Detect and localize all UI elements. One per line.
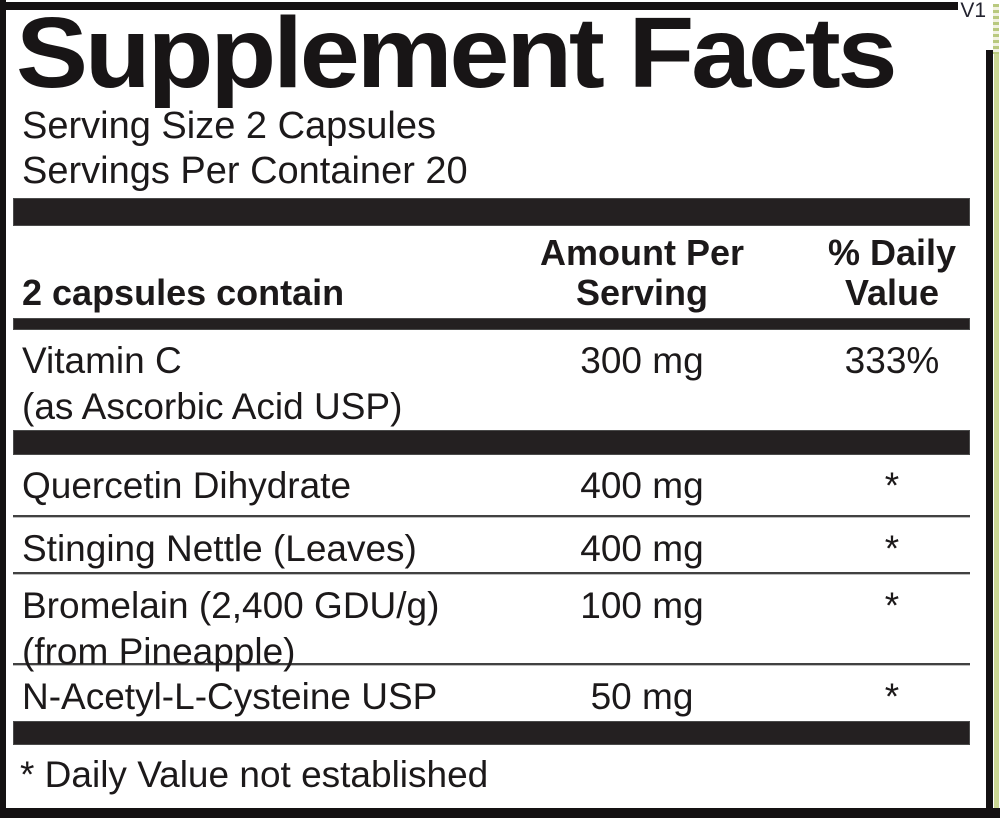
column-header-daily-value-line1: % Daily xyxy=(827,232,957,273)
panel-border-top xyxy=(6,2,958,10)
panel-title: Supplement Facts xyxy=(16,0,898,109)
ingredient-amount: 400 mg xyxy=(580,465,704,506)
table-row-vitamin-c: Vitamin C (as Ascorbic Acid USP) 300 mg … xyxy=(6,330,986,430)
column-header-daily-value: % Daily Value xyxy=(802,233,982,313)
ingredient-name: Stinging Nettle (Leaves) xyxy=(22,528,417,569)
ingredient-name-cell: Bromelain (2,400 GDU/g) (from Pineapple) xyxy=(22,583,482,675)
table-row-nac: N-Acetyl-L-Cysteine USP 50 mg * xyxy=(6,666,986,721)
ingredient-daily-value: * xyxy=(884,585,900,626)
column-header-amount-line2: Serving xyxy=(575,272,709,313)
column-header-amount-line1: Amount Per xyxy=(539,232,744,273)
ingredient-name: Bromelain (2,400 GDU/g) xyxy=(22,585,440,626)
column-header-ingredient: 2 capsules contain xyxy=(22,272,345,313)
row-divider xyxy=(13,515,970,518)
table-row-stinging-nettle: Stinging Nettle (Leaves) 400 mg * xyxy=(6,518,986,572)
ingredient-amount: 400 mg xyxy=(580,528,704,569)
row-divider xyxy=(13,663,970,666)
ingredient-name: N-Acetyl-L-Cysteine USP xyxy=(22,676,438,717)
section-bar-bottom xyxy=(13,721,970,745)
ingredient-name-detail: (from Pineapple) xyxy=(22,631,296,672)
ingredient-daily-value: * xyxy=(884,465,900,506)
ingredient-amount: 300 mg xyxy=(580,340,704,381)
scan-artifact-strip xyxy=(994,50,999,808)
section-bar-header-bottom xyxy=(13,318,970,330)
table-header-row: 2 capsules contain Amount Per Serving % … xyxy=(6,226,986,318)
ingredient-amount: 50 mg xyxy=(590,676,694,717)
ingredient-daily-value: * xyxy=(884,528,900,569)
serving-size-text: Serving Size 2 Capsules xyxy=(22,105,436,147)
table-row-quercetin: Quercetin Dihydrate 400 mg * xyxy=(6,455,986,515)
column-header-daily-value-line2: Value xyxy=(844,272,940,313)
ingredient-name: Vitamin C xyxy=(22,340,182,381)
daily-value-footnote: * Daily Value not established xyxy=(20,754,489,795)
ingredient-name-cell: Vitamin C (as Ascorbic Acid USP) xyxy=(22,338,482,430)
ingredient-daily-value: 333% xyxy=(844,340,940,381)
version-code: V1 xyxy=(960,0,986,22)
panel-border-right xyxy=(986,50,993,808)
ingredient-daily-value: * xyxy=(884,676,900,717)
column-header-amount: Amount Per Serving xyxy=(482,233,802,313)
ingredient-amount: 100 mg xyxy=(580,585,704,626)
section-bar-top xyxy=(13,198,970,226)
ingredient-name-detail: (as Ascorbic Acid USP) xyxy=(22,386,403,427)
scan-artifact-dots xyxy=(993,4,999,54)
section-bar-middle xyxy=(13,430,970,455)
ingredient-name: Quercetin Dihydrate xyxy=(22,465,352,506)
serving-info: Serving Size 2 Capsules Servings Per Con… xyxy=(22,104,986,194)
servings-per-container-text: Servings Per Container 20 xyxy=(22,150,468,192)
row-divider xyxy=(13,572,970,575)
table-row-bromelain: Bromelain (2,400 GDU/g) (from Pineapple)… xyxy=(6,575,986,672)
